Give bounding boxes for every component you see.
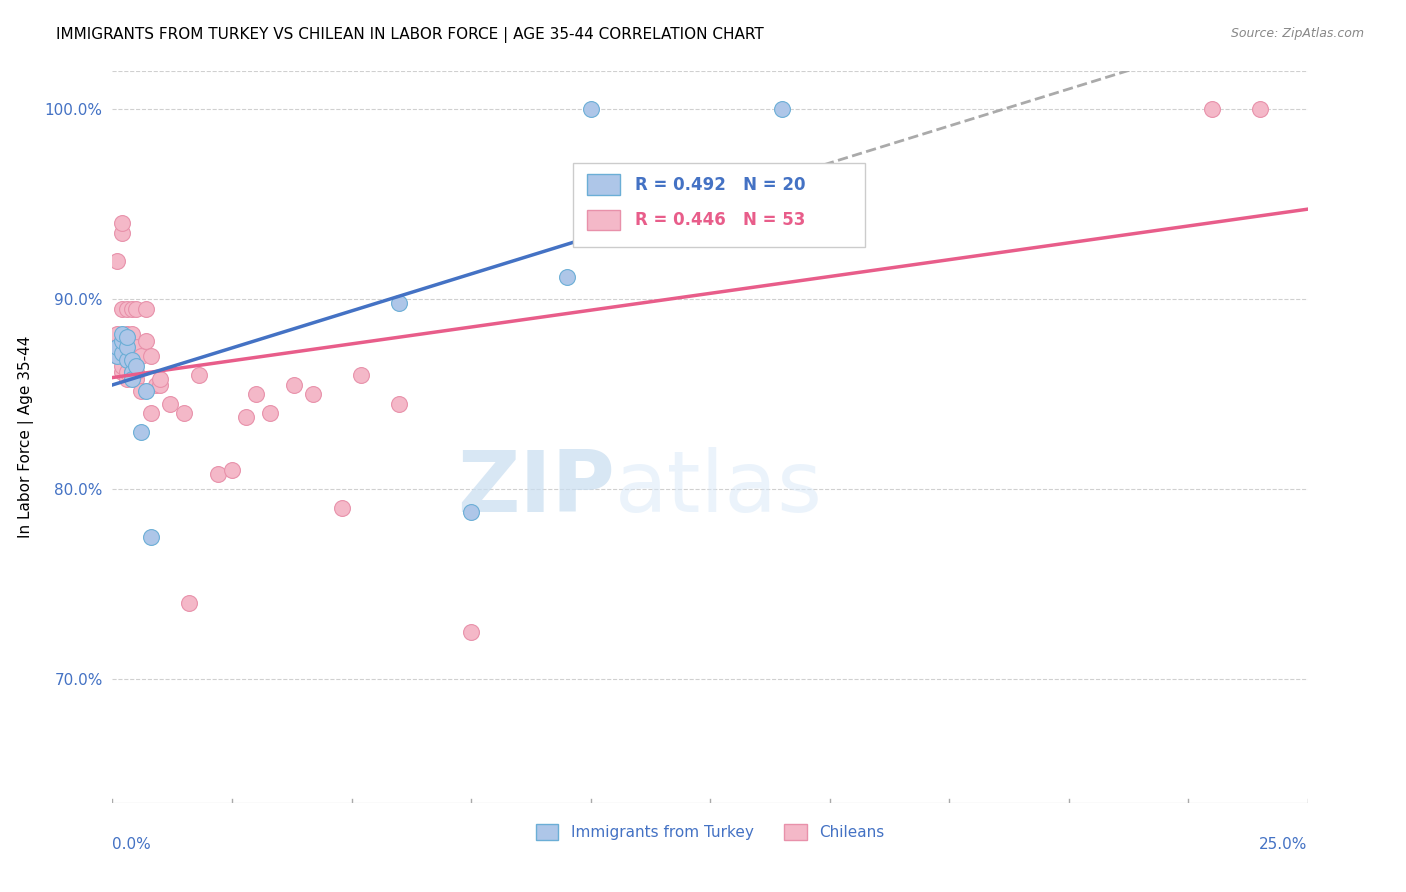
Point (125, 372, 148, 386)
Point (460, 505, 482, 519)
Point (115, 372, 138, 386)
Point (105, 349, 128, 363)
Point (129, 384, 152, 398)
Point (221, 463, 243, 477)
Point (111, 359, 134, 373)
Point (111, 349, 134, 363)
Text: R = 0.446   N = 53: R = 0.446 N = 53 (634, 211, 806, 229)
Point (555, 269, 578, 284)
Point (115, 365, 138, 379)
Point (139, 530, 162, 544)
Point (115, 353, 138, 368)
Point (115, 301, 138, 316)
Point (173, 406, 195, 420)
Point (302, 387, 325, 401)
FancyBboxPatch shape (572, 163, 866, 247)
Point (111, 226, 134, 240)
Point (159, 397, 181, 411)
Legend: Immigrants from Turkey, Chileans: Immigrants from Turkey, Chileans (530, 818, 890, 847)
Point (388, 296, 411, 310)
Point (259, 406, 281, 420)
Point (388, 397, 411, 411)
Point (129, 349, 152, 363)
Point (121, 365, 143, 379)
Point (121, 326, 143, 341)
Point (105, 340, 128, 354)
Point (111, 365, 134, 379)
Point (139, 406, 162, 420)
Point (115, 340, 138, 354)
Point (1249, 103, 1271, 117)
Point (187, 368, 209, 383)
Point (460, 624, 482, 639)
Point (105, 326, 128, 341)
Point (121, 334, 143, 348)
Text: IMMIGRANTS FROM TURKEY VS CHILEAN IN LABOR FORCE | AGE 35-44 CORRELATION CHART: IMMIGRANTS FROM TURKEY VS CHILEAN IN LAB… (56, 27, 763, 43)
Point (145, 377, 167, 392)
Text: R = 0.492   N = 20: R = 0.492 N = 20 (634, 176, 806, 194)
Bar (586, 175, 620, 195)
Point (125, 365, 148, 379)
Text: 25.0%: 25.0% (1260, 837, 1308, 852)
Point (105, 334, 128, 348)
Point (125, 301, 148, 316)
Text: ZIP: ZIP (457, 447, 614, 530)
Point (115, 349, 138, 363)
Point (579, 103, 602, 117)
Point (129, 425, 152, 440)
Point (350, 368, 373, 383)
Point (105, 340, 128, 354)
Point (135, 334, 157, 348)
Point (105, 254, 128, 268)
Point (149, 377, 172, 392)
Point (121, 353, 143, 368)
Point (111, 301, 134, 316)
Point (177, 596, 200, 610)
Point (115, 330, 138, 344)
Point (149, 372, 172, 386)
Text: atlas: atlas (614, 447, 823, 530)
Point (111, 345, 134, 359)
Point (121, 365, 143, 379)
Point (235, 410, 257, 425)
Point (283, 377, 305, 392)
Point (121, 301, 143, 316)
Point (125, 340, 148, 354)
Point (105, 349, 128, 363)
Point (135, 384, 157, 398)
Point (207, 467, 229, 482)
Point (111, 216, 134, 230)
Point (115, 326, 138, 341)
Point (245, 387, 267, 401)
Text: Source: ZipAtlas.com: Source: ZipAtlas.com (1230, 27, 1364, 40)
Point (111, 334, 134, 348)
Point (139, 349, 162, 363)
Point (770, 103, 793, 117)
Point (330, 501, 353, 516)
Point (135, 301, 157, 316)
Point (115, 334, 138, 348)
Point (121, 353, 143, 368)
Y-axis label: In Labor Force | Age 35-44: In Labor Force | Age 35-44 (18, 336, 34, 538)
Point (121, 372, 143, 386)
Text: 0.0%: 0.0% (112, 837, 152, 852)
Point (111, 334, 134, 348)
Point (111, 326, 134, 341)
Point (1201, 103, 1223, 117)
Bar (586, 210, 620, 230)
Point (125, 359, 148, 373)
